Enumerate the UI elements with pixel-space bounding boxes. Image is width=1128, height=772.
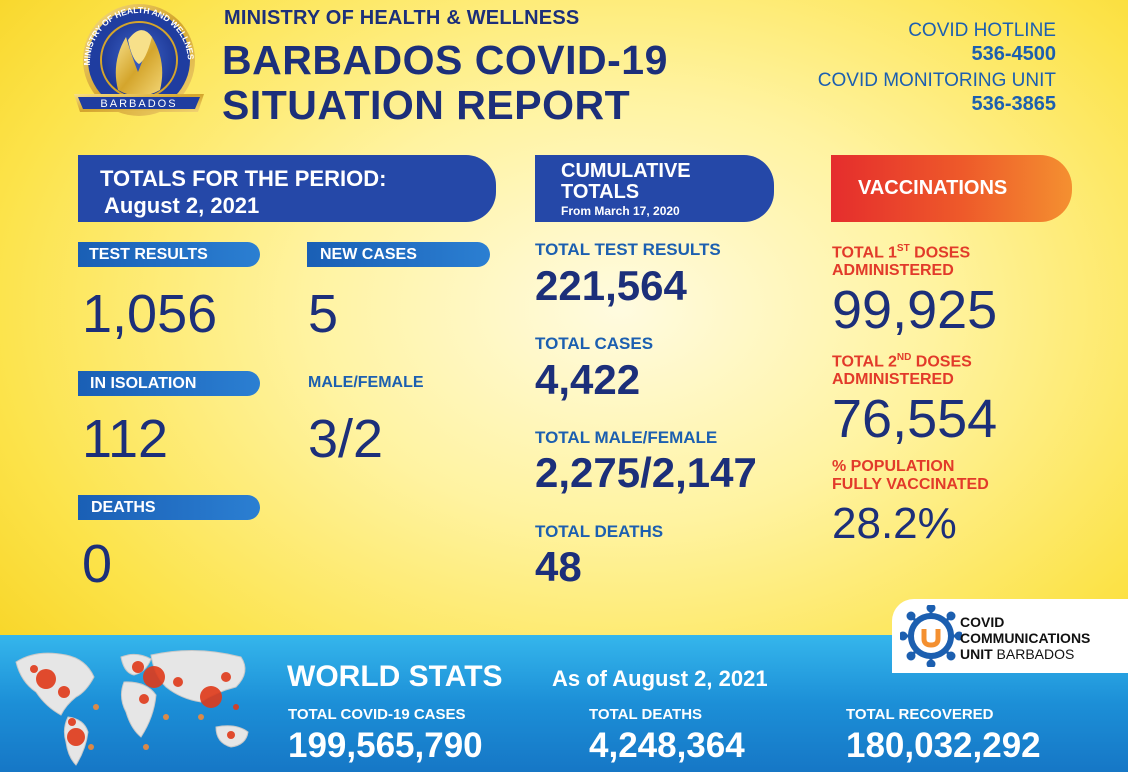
report-title-line1: BARBADOS COVID-19 xyxy=(222,37,668,83)
period-date: August 2, 2021 xyxy=(104,193,260,218)
hotline-label: COVID HOTLINE xyxy=(908,20,1056,41)
deaths-value: 0 xyxy=(82,534,113,594)
ccu-line1: COVID xyxy=(960,614,1005,630)
total-male-female-value: 2,275/2,147 xyxy=(535,449,757,496)
first-doses-value: 99,925 xyxy=(832,280,998,340)
total-deaths-value: 48 xyxy=(535,543,582,590)
monitoring-unit-number[interactable]: 536-3865 xyxy=(971,93,1056,115)
report-title-line2: SITUATION REPORT xyxy=(222,82,631,128)
cumulative-title-line1: CUMULATIVE xyxy=(561,160,691,182)
ministry-name: MINISTRY OF HEALTH & WELLNESS xyxy=(224,7,580,29)
second-doses-label: TOTAL 2ND DOSES ADMINISTERED xyxy=(832,352,972,389)
world-map-icon xyxy=(6,637,268,772)
total-cases-label: TOTAL CASES xyxy=(535,334,654,353)
period-title: TOTALS FOR THE PERIOD: xyxy=(100,166,387,191)
population-vaccinated-label: % POPULATION FULLY VACCINATED xyxy=(832,458,989,493)
first-doses-label: TOTAL 1ST DOSES ADMINISTERED xyxy=(832,243,971,280)
world-stats-band: WORLD STATS As of August 2, 2021 TOTAL C… xyxy=(0,635,1128,772)
ccu-line3: UNIT BARBADOS xyxy=(960,646,1075,662)
cumulative-banner: CUMULATIVE TOTALS From March 17, 2020 xyxy=(535,155,774,222)
world-recovered-value: 180,032,292 xyxy=(846,726,1041,765)
world-stats-date: As of August 2, 2021 xyxy=(552,666,768,691)
vaccinations-title: VACCINATIONS xyxy=(858,177,1008,199)
total-cases-value: 4,422 xyxy=(535,356,641,403)
vaccinations-banner: VACCINATIONS xyxy=(831,155,1072,222)
total-male-female-label: TOTAL MALE/FEMALE xyxy=(535,428,718,447)
second-doses-value: 76,554 xyxy=(832,389,998,449)
world-cases-value: 199,565,790 xyxy=(288,726,483,765)
total-test-results-value: 221,564 xyxy=(535,262,687,309)
cumulative-title-line2: TOTALS xyxy=(561,181,640,203)
deaths-label: DEATHS xyxy=(78,495,260,520)
isolation-value: 112 xyxy=(82,409,169,469)
male-female-label: MALE/FEMALE xyxy=(308,374,424,391)
ccu-line2: COMMUNICATIONS xyxy=(960,630,1091,646)
cumulative-subtitle: From March 17, 2020 xyxy=(561,204,680,218)
hotline-number[interactable]: 536-4500 xyxy=(971,43,1056,65)
world-deaths-label: TOTAL DEATHS xyxy=(589,706,703,723)
ccu-virus-logo-icon xyxy=(898,603,964,669)
svg-text:BARBADOS: BARBADOS xyxy=(100,98,177,110)
ccu-logo: COVID COMMUNICATIONS UNIT BARBADOS xyxy=(892,599,1128,673)
world-deaths-value: 4,248,364 xyxy=(589,726,745,765)
world-cases-label: TOTAL COVID-19 CASES xyxy=(288,706,466,723)
test-results-value: 1,056 xyxy=(82,284,218,344)
monitoring-unit-label: COVID MONITORING UNIT xyxy=(817,70,1056,91)
new-cases-value: 5 xyxy=(308,284,339,344)
male-female-value: 3/2 xyxy=(308,409,384,469)
ministry-seal-icon: MINISTRY OF HEALTH AND WELLNESS BARBADOS xyxy=(63,0,212,128)
population-vaccinated-value: 28.2% xyxy=(832,499,957,548)
isolation-label: IN ISOLATION xyxy=(78,371,260,396)
new-cases-label: NEW CASES xyxy=(307,242,490,267)
period-banner: TOTALS FOR THE PERIOD: August 2, 2021 xyxy=(78,155,496,222)
total-deaths-label: TOTAL DEATHS xyxy=(535,522,664,541)
world-recovered-label: TOTAL RECOVERED xyxy=(846,706,994,723)
total-test-results-label: TOTAL TEST RESULTS xyxy=(535,240,721,259)
test-results-label: TEST RESULTS xyxy=(78,242,260,267)
world-stats-title: WORLD STATS xyxy=(287,660,503,693)
